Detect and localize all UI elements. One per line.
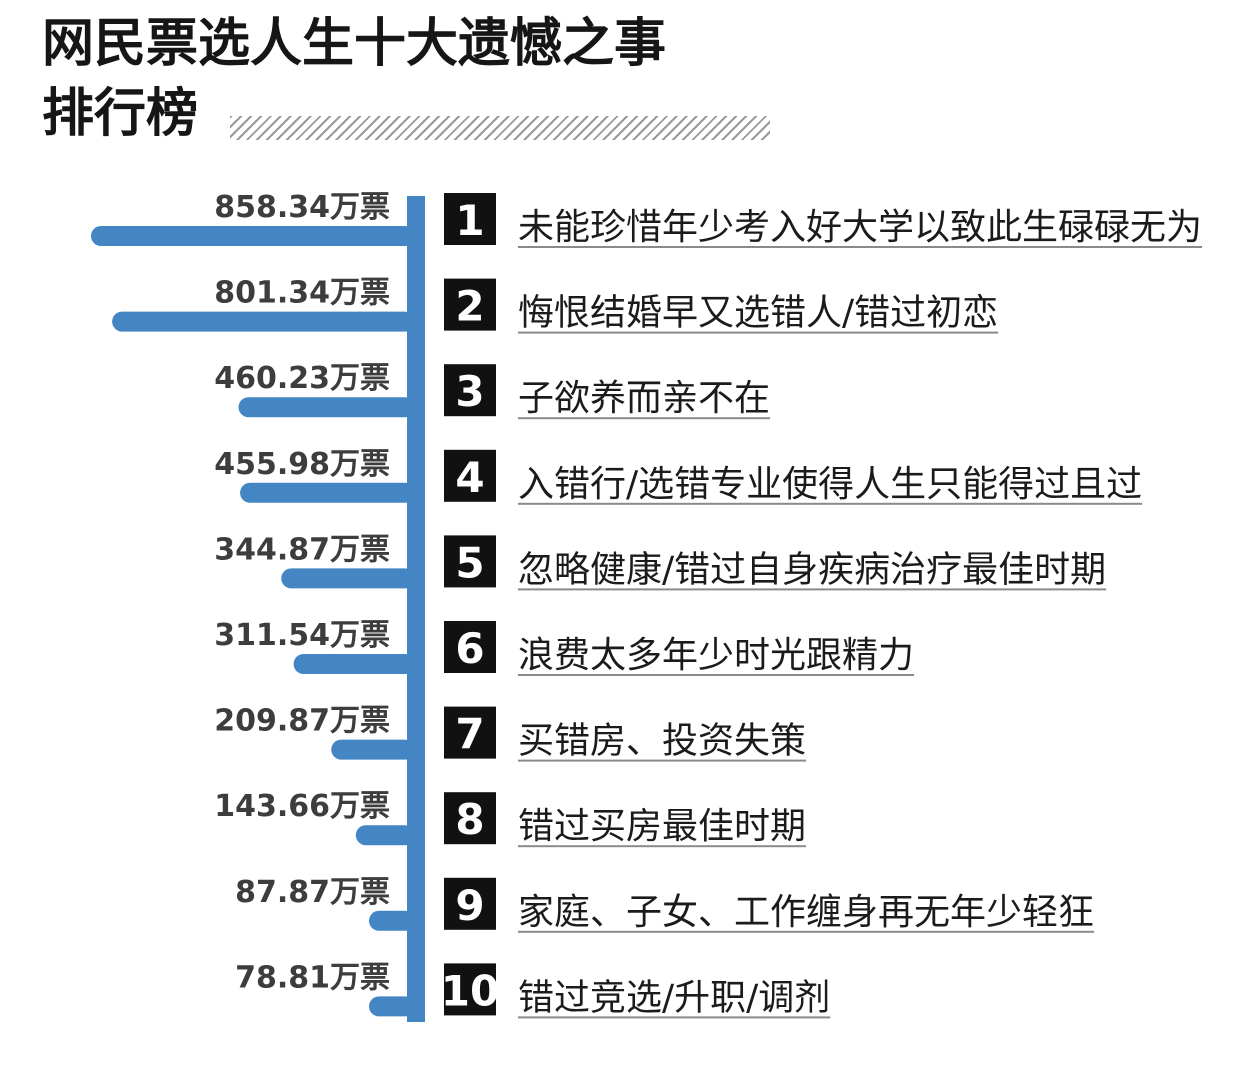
rank-number: 4 [455,453,484,502]
rank-number: 7 [455,710,484,759]
rank-badge [444,877,496,930]
rank-badge [444,621,496,673]
category-label: 错过竞选/升职/调剂 [518,977,830,1018]
value-label: 455.98万票 [214,447,390,482]
bar [240,482,415,503]
category-label: 子欲养而亲不在 [518,378,770,419]
category-label: 买错房、投资失策 [518,721,806,762]
rank-badge [444,449,496,502]
bar [91,226,415,246]
value-label: 344.87万票 [214,532,390,567]
rank-badge [444,963,496,1016]
bar [293,654,415,674]
value-label: 311.54万票 [214,618,390,653]
category-underline [518,930,1095,933]
value-label: 78.81万票 [235,960,390,995]
value-label: 209.87万票 [214,704,390,739]
rank-number: 8 [455,795,484,844]
value-label: 143.66万票 [214,789,390,824]
category-underline [518,845,807,848]
bar [238,397,415,418]
category-label: 浪费太多年少时光跟精力 [518,635,914,676]
title-hatch-decoration [230,116,770,140]
chart-title-line1: 网民票选人生十大遗憾之事 [42,14,667,74]
rank-number: 6 [455,624,484,673]
category-underline [518,674,915,676]
bar [369,996,415,1017]
rank-badge [444,364,496,417]
rank-number: 1 [455,196,484,245]
bar [112,311,416,332]
category-underline [518,246,1203,248]
value-label: 858.34万票 [214,190,390,225]
rank-number: 10 [441,966,499,1015]
category-label: 悔恨结婚早又选错人/错过初恋 [518,293,998,334]
rank-number: 5 [455,538,484,587]
category-label: 入错行/选错专业使得人生只能得过且过 [518,464,1142,505]
rank-badge [444,706,496,759]
category-underline [518,417,771,420]
bar [369,910,415,931]
rank-badge [444,278,496,331]
category-label: 家庭、子女、工作缠身再无年少轻狂 [518,892,1094,933]
category-underline [518,588,1107,591]
bar [355,825,415,846]
category-label: 忽略健康/错过自身疾病治疗最佳时期 [518,549,1106,590]
rank-badge [444,193,496,245]
rank-number: 9 [455,881,484,930]
category-underline [518,331,999,334]
bar [281,568,415,589]
value-label: 801.34万票 [214,276,390,311]
chart-title-line2: 排行榜 [42,84,199,144]
bar [331,739,415,760]
category-underline [518,759,807,762]
category-underline [518,1016,831,1019]
rank-badge [444,535,496,588]
rank-badge [444,792,496,845]
category-label: 错过买房最佳时期 [518,806,806,847]
rank-number: 3 [455,367,484,416]
value-label: 460.23万票 [214,361,390,396]
rank-number: 2 [455,282,484,331]
category-label: 未能珍惜年少考入好大学以致此生碌碌无为 [518,207,1202,248]
category-underline [518,502,1143,505]
value-label: 87.87万票 [235,875,390,910]
